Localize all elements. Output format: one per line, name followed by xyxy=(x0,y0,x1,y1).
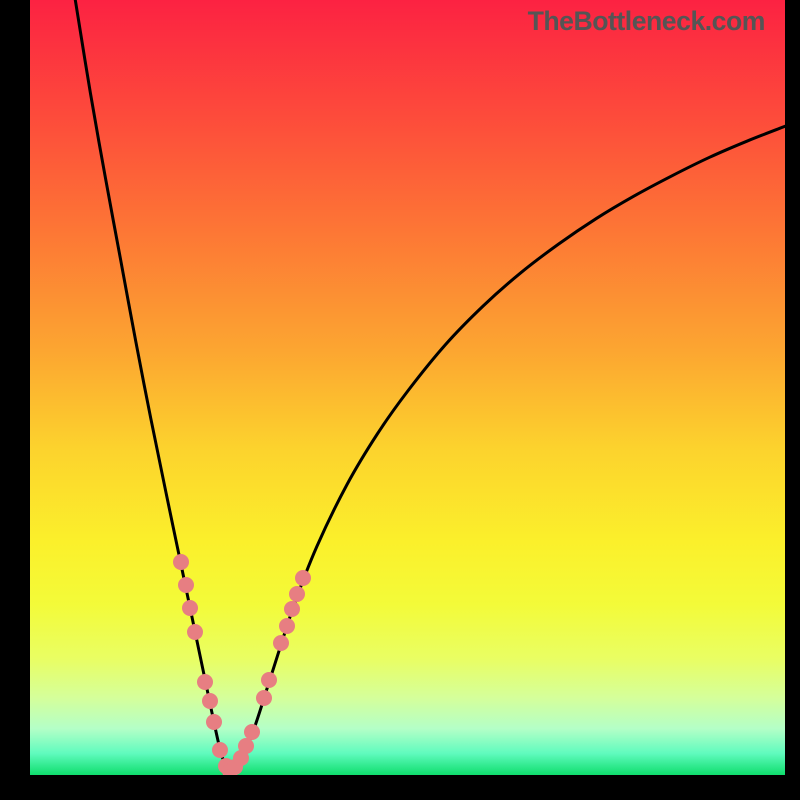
data-marker xyxy=(238,738,254,754)
data-marker xyxy=(273,635,289,651)
data-marker xyxy=(202,693,218,709)
data-marker xyxy=(178,577,194,593)
data-marker xyxy=(182,600,198,616)
data-marker xyxy=(187,624,203,640)
plot-area: TheBottleneck.com xyxy=(30,0,785,775)
chart-frame: TheBottleneck.com xyxy=(0,0,800,800)
data-markers-layer xyxy=(30,0,785,775)
data-marker xyxy=(173,554,189,570)
data-marker xyxy=(295,570,311,586)
data-marker xyxy=(261,672,277,688)
watermark-text: TheBottleneck.com xyxy=(528,6,765,37)
data-marker xyxy=(284,601,300,617)
data-marker xyxy=(197,674,213,690)
data-marker xyxy=(244,724,260,740)
data-marker xyxy=(289,586,305,602)
data-marker xyxy=(256,690,272,706)
data-marker xyxy=(212,742,228,758)
data-marker xyxy=(279,618,295,634)
data-marker xyxy=(206,714,222,730)
